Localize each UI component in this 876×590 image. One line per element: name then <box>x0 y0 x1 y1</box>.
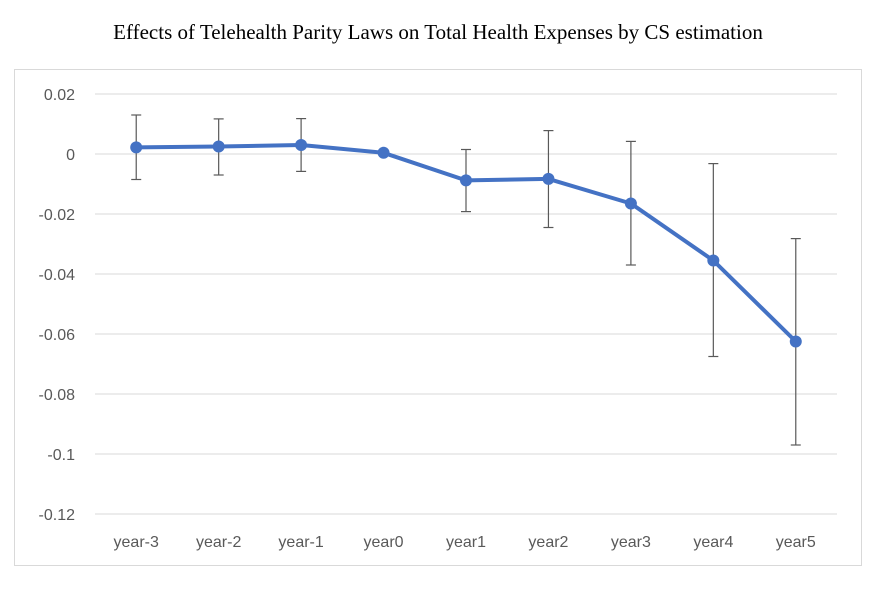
x-tick-label: year5 <box>776 534 816 551</box>
x-tick-label: year4 <box>693 534 733 551</box>
y-tick-label: -0.02 <box>39 207 76 224</box>
data-point <box>460 174 472 187</box>
data-point <box>542 172 555 185</box>
x-tick-label: year0 <box>364 534 404 551</box>
data-point <box>624 197 637 210</box>
x-tick-label: year2 <box>528 534 568 551</box>
x-tick-label: year3 <box>611 534 651 551</box>
x-axis-ticks: year-3 year-2 year-1 year0 year1 year2 year3 ye… <box>114 534 816 551</box>
x-tick-label: year1 <box>446 534 486 551</box>
y-tick-label: -0.06 <box>39 327 76 344</box>
x-tick-label: year-1 <box>278 534 323 551</box>
chart-frame <box>14 69 862 566</box>
y-tick-label: -0.12 <box>39 507 76 524</box>
data-point <box>295 139 308 151</box>
data-point <box>212 140 225 153</box>
y-tick-label: -0.1 <box>47 447 75 464</box>
x-tick-label: year-2 <box>196 534 241 551</box>
y-tick-label: -0.08 <box>39 387 76 404</box>
data-point <box>130 141 143 154</box>
data-point <box>377 146 390 159</box>
y-axis-ticks: 0.02 0 -0.02 -0.04 -0.06 -0.08 -0.1 -0.12 <box>39 87 76 524</box>
y-tick-label: -0.04 <box>39 267 76 284</box>
y-tick-label: 0 <box>66 147 75 164</box>
data-point <box>789 335 802 348</box>
x-tick-label: year-3 <box>114 534 159 551</box>
y-tick-label: 0.02 <box>44 87 75 104</box>
chart-title: Effects of Telehealth Parity Laws on Tot… <box>113 20 763 44</box>
data-point <box>707 254 720 267</box>
data-points <box>130 139 802 348</box>
error-bars <box>131 114 801 446</box>
